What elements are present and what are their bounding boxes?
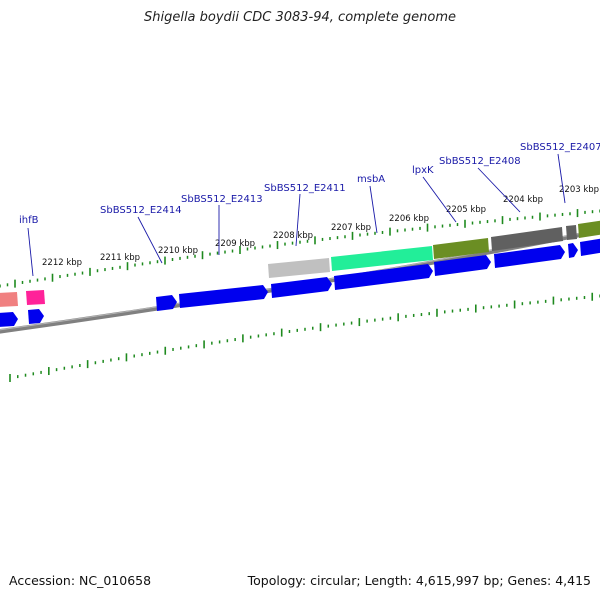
gene-leader-line [477,167,521,213]
cds-arrow [0,312,18,327]
gene-label: lpxK [412,165,434,176]
gene-label: SbBS512_E2408 [439,156,521,167]
gene-label: msbA [357,174,385,185]
outer-tick-ring [0,209,600,288]
feature-track [0,220,600,307]
feature-block-darkgray [491,227,563,251]
feature-block-aqua [331,246,433,271]
gene-leader-line [27,227,34,277]
feature-block-olive-right [578,220,600,238]
accession-label: Accession: NC_010658 [9,573,152,588]
kbp-label: 2206 kbp [389,214,429,224]
feature-block-pink [26,290,45,305]
kbp-label: 2212 kbp [42,258,82,268]
feature-block-olive [433,238,489,259]
gene-label: SbBS512_E2407 [520,142,600,153]
cds-arrow [179,285,268,308]
feature-block-salmon [0,292,18,307]
kbp-label: 2207 kbp [331,223,371,233]
gene-label: SbBS512_E2414 [100,205,182,216]
page-title: Shigella boydii CDC 3083-94, complete ge… [143,10,457,25]
gene-labels: ihfBSbBS512_E2414SbBS512_E2413SbBS512_E2… [19,142,600,226]
gene-leader-line [369,185,378,234]
kbp-label: 2208 kbp [273,231,313,241]
cds-track [0,238,600,327]
cds-arrow [156,295,177,311]
cds-arrow [580,238,600,256]
kbp-label: 2205 kbp [446,205,486,215]
kbp-label: 2210 kbp [158,246,198,256]
cds-arrow [334,264,433,290]
cds-arrow [434,255,491,276]
gene-label: ihfB [19,215,39,226]
cds-arrow [28,309,44,324]
cds-arrow [271,277,332,298]
feature-block-lightgray [268,258,330,278]
kbp-scale-labels: 2212 kbp 2211 kbp 2210 kbp 2209 kbp 2208 kbp… [42,185,599,268]
genome-summary: Topology: circular; Length: 4,615,997 bp… [247,573,591,588]
gene-leader-line [295,193,301,247]
gene-leader-line [422,176,457,223]
gene-label-leaders [27,153,566,277]
gene-label: SbBS512_E2413 [181,194,263,205]
gene-leader-line [557,153,566,204]
kbp-label: 2204 kbp [503,195,543,205]
gene-leader-line [137,216,163,264]
inner-tick-ring [9,292,600,382]
cds-arrow [568,243,578,258]
cds-arrow [494,245,565,268]
kbp-label: 2209 kbp [215,239,255,249]
feature-block-darkgray-small [566,225,577,240]
kbp-label: 2211 kbp [100,253,140,263]
gene-label: SbBS512_E2411 [264,183,346,194]
kbp-label: 2203 kbp [559,185,599,195]
